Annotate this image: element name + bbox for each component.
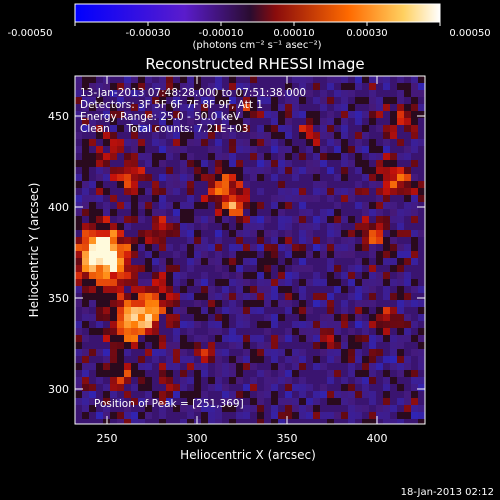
y-tick-label: 300 (48, 383, 69, 396)
info-time-range: 13-Jan-2013 07:48:28.000 to 07:51:38.000 (80, 87, 306, 99)
y-tick-label: 350 (48, 292, 69, 305)
colorbar-tick-label: -0.00010 (199, 28, 244, 39)
x-axis-label: Heliocentric X (arcsec) (180, 448, 316, 462)
plot-title: Reconstructed RHESSI Image (145, 55, 364, 73)
colorbar-tick-label: -0.00050 (8, 28, 53, 39)
info-energy-range: Energy Range: 25.0 - 50.0 keV (80, 111, 241, 123)
y-tick-label: 450 (48, 110, 69, 123)
plot-frame (74, 75, 426, 425)
x-tick-label: 400 (367, 432, 388, 445)
info-clean-counts: Clean Total counts: 7.21E+03 (80, 123, 249, 135)
y-axis-ticks (75, 115, 425, 390)
colorbar-unit-label: (photons cm⁻² s⁻¹ asec⁻²) (192, 40, 321, 51)
colorbar-tick-label: 0.00030 (346, 28, 387, 39)
x-tick-label: 250 (97, 432, 118, 445)
y-axis-label: Heliocentric Y (arcsec) (27, 183, 41, 318)
footer-timestamp: 18-Jan-2013 02:12 (401, 487, 494, 498)
colorbar (74, 3, 441, 23)
info-detectors: Detectors: 3F 5F 6F 7F 8F 9F, Att 1 (80, 99, 263, 111)
y-tick-label: 400 (48, 201, 69, 214)
colorbar-tick-label: -0.00030 (126, 28, 171, 39)
rhessi-image (75, 76, 425, 424)
x-axis-ticks (106, 76, 378, 424)
x-tick-label: 350 (277, 432, 298, 445)
peak-position-label: Position of Peak = [251,369] (94, 398, 244, 410)
colorbar-ticks (74, 22, 441, 26)
x-tick-label: 300 (187, 432, 208, 445)
colorbar-tick-label: 0.00050 (449, 28, 490, 39)
colorbar-tick-label: 0.00010 (273, 28, 314, 39)
